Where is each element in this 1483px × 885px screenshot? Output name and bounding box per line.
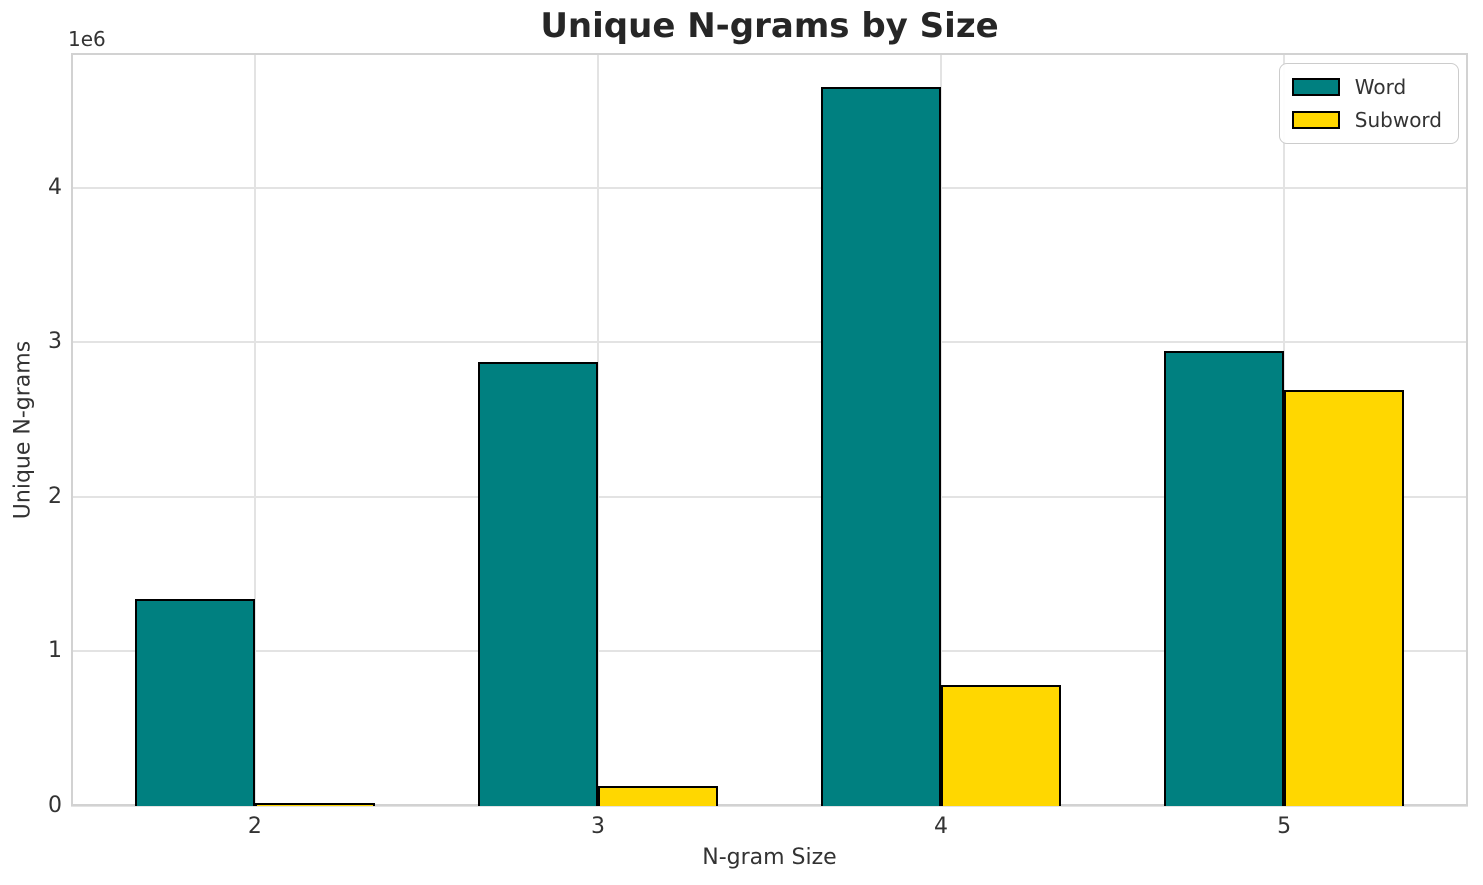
legend-label: Subword xyxy=(1354,108,1442,132)
plot-spine-bottom xyxy=(71,804,1468,806)
y-gridline xyxy=(71,341,1468,344)
y-tick-label: 1 xyxy=(48,638,62,664)
y-gridline xyxy=(71,650,1468,653)
y-tick-label: 0 xyxy=(48,793,62,818)
y-gridline xyxy=(71,495,1468,498)
bar-word-5 xyxy=(1164,351,1285,806)
legend: Word Subword xyxy=(1278,63,1459,144)
y-gridline xyxy=(71,805,1468,807)
x-tick-label: 5 xyxy=(1277,814,1292,839)
x-gridline xyxy=(940,53,943,806)
x-tick-label: 3 xyxy=(590,814,605,839)
y-tick-label: 3 xyxy=(48,329,62,355)
legend-label: Word xyxy=(1354,75,1407,99)
chart-title: Unique N-grams by Size xyxy=(540,6,999,46)
y-gridline xyxy=(71,186,1468,189)
legend-swatch-word xyxy=(1291,78,1340,96)
plot-spine-top xyxy=(71,53,1468,55)
bar-word-2 xyxy=(134,598,255,806)
bar-subword-5 xyxy=(1284,390,1405,806)
x-gridline xyxy=(253,53,256,806)
bar-subword-4 xyxy=(941,685,1062,806)
plot-spine-right xyxy=(1466,53,1468,806)
bar-word-4 xyxy=(820,87,942,806)
bar-subword-3 xyxy=(597,785,719,806)
y-tick-label: 2 xyxy=(48,483,62,509)
plot-area: Word Subword xyxy=(71,53,1468,807)
x-axis-label: N-gram Size xyxy=(702,845,837,870)
y-axis-offset-label: 1e6 xyxy=(68,27,106,51)
legend-swatch-subword xyxy=(1291,111,1340,129)
legend-item-subword: Subword xyxy=(1291,108,1442,132)
y-tick-label: 4 xyxy=(48,174,62,200)
plot-spine-left xyxy=(71,53,73,806)
x-gridline xyxy=(596,53,599,806)
bar-subword-2 xyxy=(254,802,375,806)
x-tick-label: 4 xyxy=(934,814,949,839)
bar-word-3 xyxy=(477,362,598,806)
x-tick-label: 2 xyxy=(247,814,262,839)
legend-item-word: Word xyxy=(1291,75,1442,99)
